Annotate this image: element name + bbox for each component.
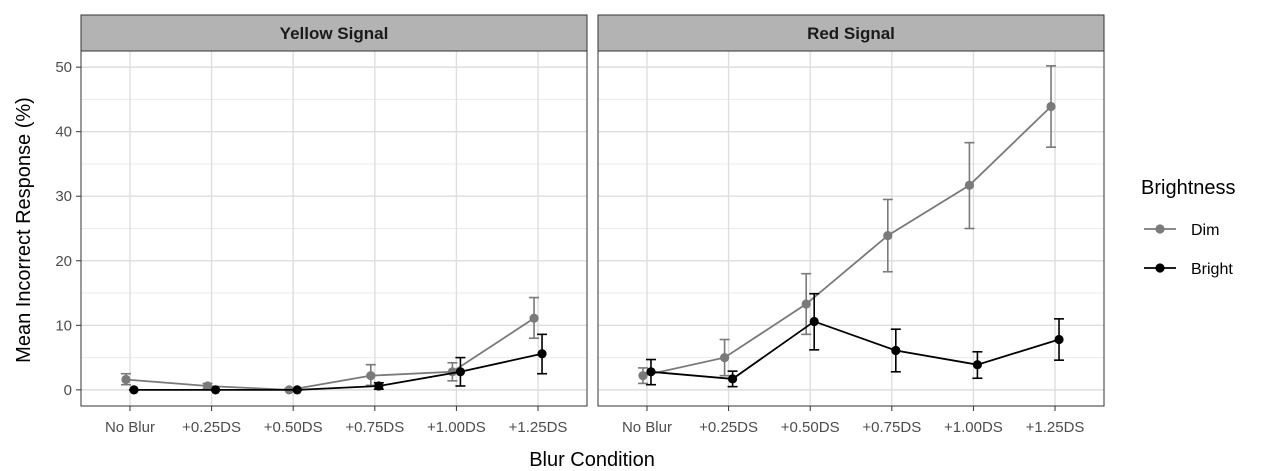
- x-tick-label: +0.75DS: [345, 419, 404, 436]
- series-line: [125, 317, 535, 391]
- data-point: [719, 352, 730, 363]
- series-line: [650, 320, 1060, 380]
- data-point: [455, 367, 466, 377]
- legend-items: Dim Bright: [1144, 222, 1233, 278]
- data-point: [883, 231, 893, 241]
- x-tick-label: +0.50DS: [264, 419, 323, 436]
- series-bright: [128, 333, 548, 395]
- series-line: [133, 352, 543, 391]
- y-tick-label: 40: [55, 124, 72, 141]
- data-point: [891, 345, 901, 356]
- data-point: [638, 371, 648, 381]
- data-point: [121, 374, 131, 385]
- x-tick-label: +0.25DS: [182, 419, 241, 436]
- legend-label: Dim: [1191, 222, 1219, 239]
- x-tick-label: +1.00DS: [944, 419, 1003, 436]
- legend-key-point: [1155, 224, 1165, 234]
- legend-item-bright: Bright: [1144, 261, 1233, 278]
- data-point: [646, 367, 656, 377]
- facet-panel-0: Yellow Signal 0 10 20 30 40 50 No Blur +0.25DS +0…: [55, 14, 588, 436]
- series-dim: [637, 65, 1057, 385]
- data-point: [529, 313, 539, 323]
- x-tick-label: +0.75DS: [862, 419, 921, 436]
- data-point: [366, 371, 376, 381]
- data-point: [809, 316, 819, 327]
- y-axis-title: Mean Incorrect Response (%): [13, 97, 35, 363]
- data-point: [801, 299, 811, 309]
- panel-border: [597, 50, 1105, 407]
- y-tick-label: 10: [55, 317, 72, 334]
- data-point: [727, 374, 738, 384]
- y-tick-label: 0: [64, 382, 72, 399]
- x-tick-label: +0.25DS: [699, 419, 758, 436]
- data-point: [1046, 101, 1056, 112]
- x-tick-label: +0.50DS: [781, 419, 840, 436]
- series-bright: [645, 292, 1065, 388]
- legend-label: Bright: [1191, 261, 1233, 278]
- legend-item-dim: Dim: [1144, 222, 1219, 239]
- facet-panel-1: Red Signal No Blur +0.25DS +0.50DS +0.75DS +1…: [597, 14, 1105, 436]
- y-tick-label: 30: [55, 188, 72, 205]
- y-tick-label: 50: [55, 59, 72, 76]
- y-tick-label: 20: [55, 253, 72, 270]
- series-line: [642, 105, 1052, 377]
- x-tick-label: No Blur: [622, 419, 672, 436]
- x-tick-label: +1.00DS: [427, 419, 486, 436]
- facet-strip: [597, 14, 1105, 52]
- data-point: [537, 349, 547, 359]
- data-point: [964, 180, 975, 190]
- facet-strip: [80, 14, 588, 52]
- legend-title: Brightness: [1141, 177, 1236, 199]
- chart-panels: Yellow Signal 0 10 20 30 40 50 No Blur +0.25DS +0…: [55, 14, 1105, 436]
- legend-key-point: [1155, 263, 1165, 273]
- data-point: [210, 385, 221, 395]
- x-tick-label: +1.25DS: [1026, 419, 1085, 436]
- facet-title: Red Signal: [807, 24, 895, 43]
- x-tick-label: No Blur: [105, 419, 155, 436]
- panel-border: [80, 50, 588, 407]
- facet-title: Yellow Signal: [280, 24, 389, 43]
- x-tick-label: +1.25DS: [509, 419, 568, 436]
- data-point: [202, 381, 213, 391]
- legend: Brightness Dim Bright: [1141, 177, 1236, 278]
- x-axis-title: Blur Condition: [529, 449, 655, 471]
- data-point: [129, 385, 139, 395]
- data-point: [374, 381, 384, 391]
- data-point: [1054, 334, 1064, 345]
- data-point: [972, 360, 983, 370]
- data-point: [292, 385, 302, 395]
